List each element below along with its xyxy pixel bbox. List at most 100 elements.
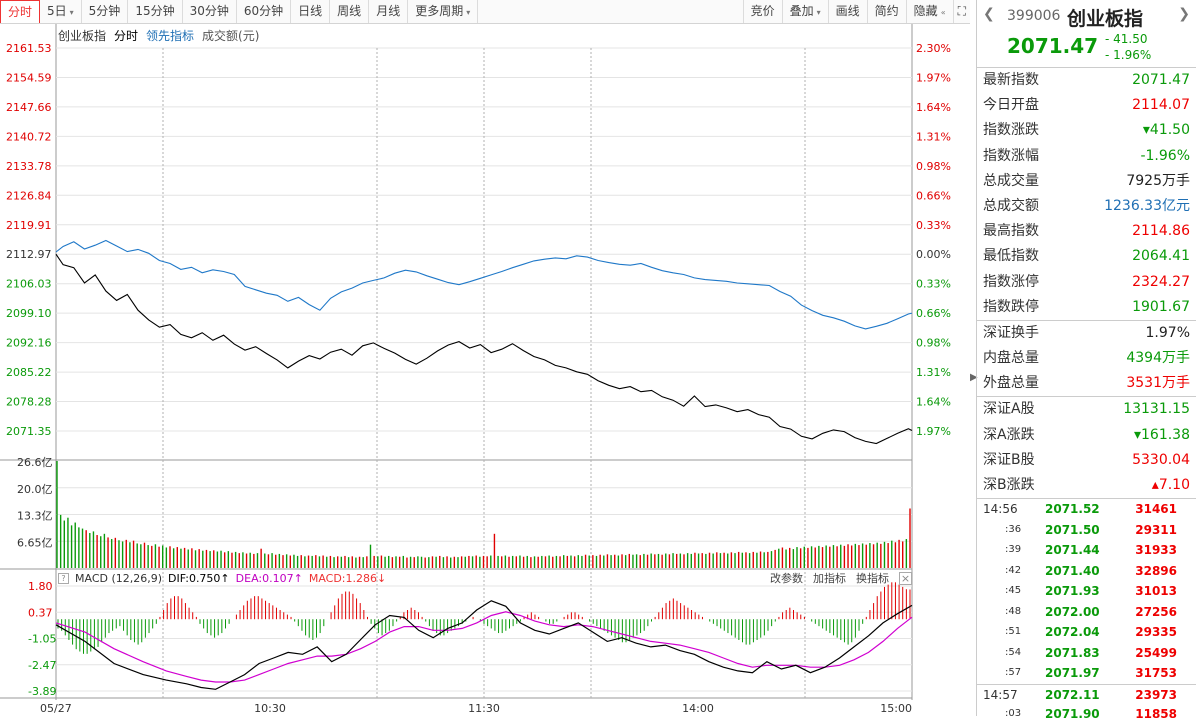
close-icon[interactable]: ×	[899, 571, 912, 585]
stat-row: 最高指数 2114.86	[977, 219, 1196, 244]
chart-legend: 创业板指 分时 领先指标 成交额(元)	[58, 27, 259, 44]
period-tab-label: 5日	[47, 4, 67, 18]
add-indicator-button[interactable]: 加指标	[813, 572, 846, 585]
tick-row: :42 2071.40 32896	[977, 561, 1196, 582]
period-tab-7[interactable]: 周线	[330, 0, 370, 23]
legend-lead-indicator[interactable]: 领先指标	[146, 29, 195, 43]
switch-indicator-button[interactable]: 换指标	[856, 572, 889, 585]
stat-row: 指数涨停 2324.27	[977, 270, 1196, 295]
pct-tick-label: 1.97%	[916, 425, 951, 438]
price-tick-label: 2071.35	[6, 425, 52, 438]
period-tab-3[interactable]: 15分钟	[128, 0, 183, 23]
stat-value: 1901.67	[1132, 298, 1190, 315]
stat-value: 13131.15	[1123, 401, 1190, 418]
toolbar-button-1[interactable]: 叠加 ▾	[781, 0, 828, 23]
tick-row: :48 2072.00 27256	[977, 602, 1196, 623]
tick-volume: 32896	[1135, 563, 1177, 578]
tick-price: 2071.90	[1045, 707, 1100, 722]
price-tick-label: 2147.66	[6, 101, 52, 114]
tick-time: :54	[1005, 646, 1022, 658]
pct-tick-label: 0.00%	[916, 248, 951, 261]
macd-dif: DIF:0.750↑	[168, 571, 230, 585]
pct-tick-label: 1.31%	[916, 366, 951, 379]
tick-time: :39	[1005, 544, 1022, 556]
stat-label: 总成交量	[983, 172, 1039, 189]
period-tab-label: 5分钟	[88, 4, 121, 18]
time-tick-label: 14:00	[682, 702, 714, 715]
tick-volume: 29335	[1135, 625, 1177, 640]
tick-volume: 23973	[1135, 687, 1177, 702]
lead-indicator-line	[55, 239, 913, 330]
price-tick-label: 2112.97	[6, 248, 52, 261]
tick-volume: 11858	[1135, 707, 1177, 722]
change-params-button[interactable]: 改参数	[770, 572, 803, 585]
period-tab-4[interactable]: 30分钟	[183, 0, 237, 23]
tick-volume: 25499	[1135, 645, 1177, 660]
stat-label: 最低指数	[983, 248, 1039, 265]
period-tab-8[interactable]: 月线	[369, 0, 409, 23]
period-tab-2[interactable]: 5分钟	[82, 0, 129, 23]
toolbar-button-0[interactable]: 竞价	[742, 0, 782, 23]
stat-row: 最新指数 2071.47	[977, 68, 1196, 93]
collapse-icon[interactable]: ?	[58, 572, 69, 584]
time-tick-label: 11:30	[468, 702, 500, 715]
stat-value: ▾41.50	[1142, 122, 1190, 139]
intraday-chart[interactable]: 2161.53 2.30% 2154.59 1.97% 2147.66 1.64% 2140…	[0, 0, 970, 716]
stat-value: 5330.04	[1132, 451, 1190, 468]
stat-row: 总成交量 7925万手	[977, 169, 1196, 194]
panel-toggle-icon[interactable]: ▶	[970, 372, 978, 383]
period-tab-1[interactable]: 5日 ▾	[40, 0, 82, 23]
period-tab-label: 30分钟	[189, 4, 229, 18]
stat-row: 内盘总量 4394万手	[977, 346, 1196, 371]
stat-label: 最高指数	[983, 223, 1039, 240]
next-arrow-icon[interactable]: ❯	[1178, 6, 1190, 22]
tick-row: :45 2071.93 31013	[977, 581, 1196, 602]
stat-label: 内盘总量	[983, 350, 1039, 367]
tick-price: 2072.00	[1045, 604, 1100, 619]
stat-row: 深证B股 5330.04	[977, 448, 1196, 473]
toolbar-button-4[interactable]: 隐藏 «	[905, 0, 953, 23]
stat-label: 深证B股	[983, 451, 1035, 468]
stat-value: ▴7.10	[1151, 477, 1190, 493]
macd-tick-label: 0.37	[28, 606, 53, 619]
toolbar-button-label: 画线	[835, 4, 860, 18]
pct-tick-label: 0.33%	[916, 219, 951, 232]
stat-label: 深B涨跌	[983, 477, 1035, 493]
stat-label: 总成交额	[983, 197, 1039, 214]
pct-tick-label: 1.97%	[916, 71, 951, 84]
tick-list[interactable]: 14:56 2071.52 31461:36 2071.50 29311:39 2071.…	[977, 499, 1196, 725]
period-tab-label: 日线	[298, 4, 323, 18]
tick-price: 2071.52	[1045, 502, 1100, 517]
period-tab-9[interactable]: 更多周期 ▾	[408, 0, 479, 23]
period-tab-5[interactable]: 60分钟	[237, 0, 292, 23]
legend-volume[interactable]: 成交额(元)	[202, 29, 260, 43]
toolbar-button-2[interactable]: 画线	[827, 0, 867, 23]
tick-volume: 29311	[1135, 522, 1177, 537]
stat-value: 3531万手	[1126, 375, 1190, 392]
time-tick-label: 15:00	[880, 702, 912, 715]
tick-time: 14:57	[983, 687, 1018, 702]
chevron-down-icon: ▾	[69, 8, 74, 17]
stat-label: 外盘总量	[983, 375, 1039, 392]
macd-tick-label: -1.05	[28, 633, 56, 646]
stat-label: 指数涨幅	[983, 147, 1039, 164]
stat-label: 深A涨跌	[983, 426, 1035, 443]
fullscreen-icon[interactable]: ⛶	[952, 0, 970, 23]
tick-time: :03	[1005, 708, 1022, 720]
prev-arrow-icon[interactable]: ❮	[983, 6, 995, 22]
toolbar-button-3[interactable]: 简约	[866, 0, 906, 23]
period-tab-6[interactable]: 日线	[291, 0, 331, 23]
quote-panel: ❮ ❯ 399006 创业板指 2071.47 - 41.50 - 1.96% 最…	[976, 0, 1196, 721]
chevron-down-icon: ▾	[816, 8, 821, 17]
toolbar-button-label: 隐藏	[913, 4, 938, 18]
toolbar-button-label: 简约	[874, 4, 899, 18]
period-tab-0[interactable]: 分时	[0, 0, 41, 23]
dea-line	[55, 611, 913, 683]
tick-price: 2071.40	[1045, 563, 1100, 578]
period-tab-label: 15分钟	[135, 4, 175, 18]
legend-mode[interactable]: 分时	[114, 29, 139, 43]
change-amount: - 41.50	[1105, 32, 1148, 46]
index-name: 创业板指	[1067, 8, 1144, 30]
price-tick-label: 2099.10	[6, 307, 52, 320]
stat-label: 最新指数	[983, 72, 1039, 88]
